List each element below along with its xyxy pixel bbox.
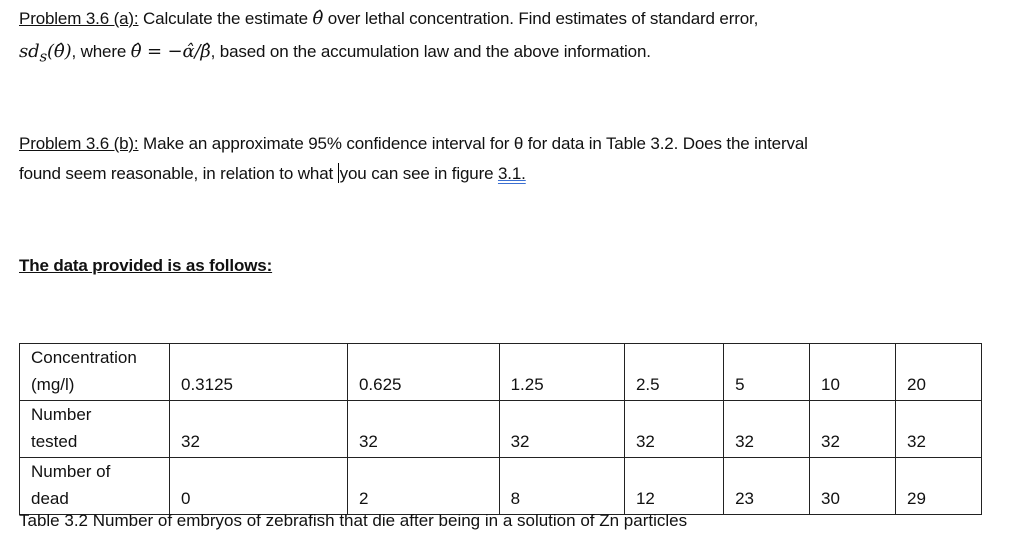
sd: sd [19, 41, 40, 62]
table-cell: 20 [895, 343, 982, 401]
text: , based on the accumulation law and the … [210, 42, 651, 61]
problem-b-line-2: found seem reasonable, in relation to wh… [19, 163, 526, 184]
theta-hat-symbol: θ̂ [312, 8, 324, 29]
text: Calculate the estimate [138, 9, 313, 28]
table-cell: 0 [169, 457, 348, 515]
table-cell: 32 [895, 400, 982, 458]
row-header: Number of dead [19, 457, 170, 515]
problem-a-line-1: Problem 3.6 (a): Calculate the estimate … [19, 8, 758, 29]
row-header: Concentration (mg/l) [19, 343, 170, 401]
table-cell: 0.3125 [169, 343, 348, 401]
text: found seem reasonable, in relation to wh… [19, 164, 338, 183]
data-heading: The data provided is as follows: [19, 256, 273, 275]
text: you can see in figure [339, 164, 498, 183]
table-row: Number tested 32 32 32 32 32 32 32 [19, 400, 982, 458]
theta-formula: θ̂ = −α̂/β̂ [130, 41, 211, 62]
table-cell: 2.5 [623, 343, 725, 401]
table-cell: 29 [895, 457, 982, 515]
table-cell: 32 [809, 400, 896, 458]
sd-argument: (θ̂) [47, 41, 72, 62]
text: , where [71, 42, 131, 61]
text: Make an approximate 95% confidence inter… [138, 134, 808, 153]
table-cell: 30 [809, 457, 896, 515]
row-header-line: Concentration [31, 348, 137, 367]
text: over lethal concentration. Find estimate… [323, 9, 759, 28]
table-cell: 12 [623, 457, 725, 515]
problem-b-label: Problem 3.6 (b): [19, 134, 139, 153]
table-cell: 32 [623, 400, 725, 458]
row-header-line: dead [31, 489, 69, 508]
table-cell: 5 [723, 343, 811, 401]
table-cell: 8 [498, 457, 625, 515]
table-cell: 23 [723, 457, 811, 515]
table-cell: 32 [346, 400, 500, 458]
table-cell: 10 [809, 343, 896, 401]
problem-a-line-2: sds(θ̂), where θ̂ = −α̂/β̂, based on the… [19, 41, 651, 66]
row-header: Number tested [19, 400, 170, 458]
row-header-line: Number [31, 405, 92, 424]
sd-expression: sds(θ̂) [19, 41, 72, 66]
row-header-line: tested [31, 432, 78, 451]
table-cell: 32 [723, 400, 811, 458]
problem-b-line-1: Problem 3.6 (b): Make an approximate 95%… [19, 134, 808, 154]
figure-reference-link[interactable]: 3.1. [497, 164, 526, 183]
table-row: Number of dead 0 2 8 12 23 30 29 [19, 457, 982, 515]
text-cursor [337, 163, 339, 183]
table-row: Concentration (mg/l) 0.3125 0.625 1.25 2.5 5 10… [19, 343, 982, 401]
sd-subscript: s [39, 47, 48, 66]
problem-a-label: Problem 3.6 (a): [19, 9, 139, 28]
row-header-line: Number of [31, 462, 111, 481]
table-caption: Table 3.2 Number of embryos of zebrafish… [19, 511, 688, 530]
table-cell: 1.25 [498, 343, 625, 401]
table-cell: 32 [169, 400, 348, 458]
table-cell: 2 [346, 457, 500, 515]
data-table: Concentration (mg/l) 0.3125 0.625 1.25 2.5 5 10… [19, 343, 982, 515]
row-header-line: (mg/l) [31, 375, 75, 394]
table-cell: 32 [498, 400, 625, 458]
table-cell: 0.625 [346, 343, 500, 401]
